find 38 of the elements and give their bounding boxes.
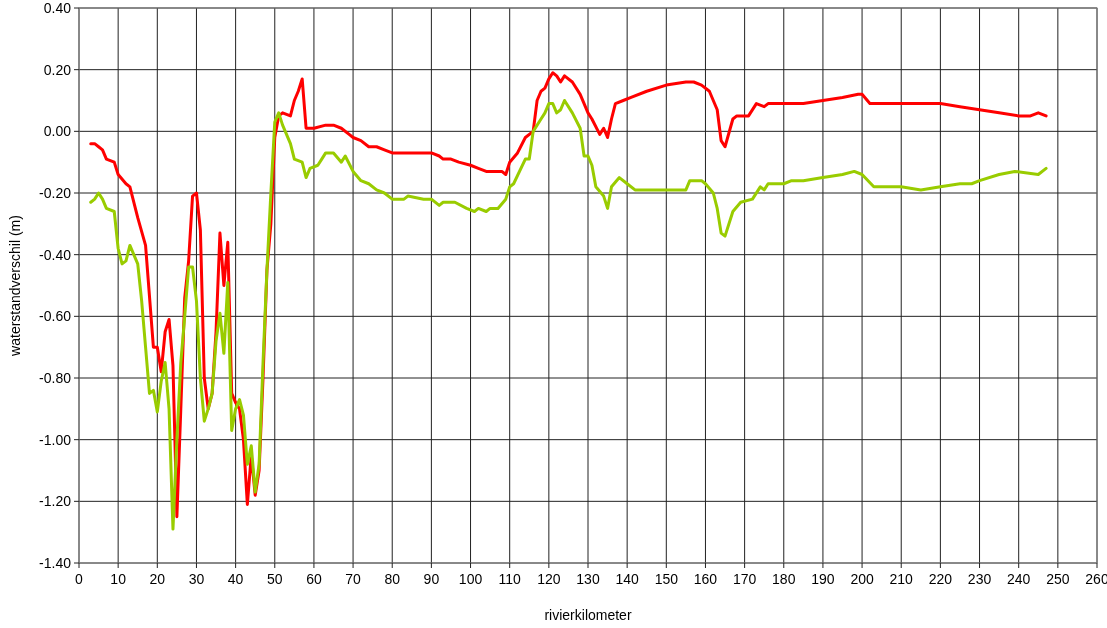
x-tick-label: 100	[458, 571, 483, 587]
y-tick-label: 0.40	[43, 0, 72, 16]
y-tick-label: 0.00	[43, 123, 72, 140]
x-tick-label: 250	[1046, 571, 1070, 587]
y-tick-label: -0.40	[39, 246, 72, 263]
x-tick-label: 170	[732, 571, 757, 587]
y-tick-label: -1.20	[39, 493, 72, 510]
x-tick-label: 20	[149, 571, 166, 587]
x-tick-label: 140	[615, 571, 640, 587]
x-tick-label: 180	[772, 571, 796, 587]
x-tick-label: 60	[306, 571, 322, 587]
x-tick-label: 160	[693, 571, 718, 587]
y-tick-label: -1.40	[39, 555, 72, 571]
x-tick-label: 50	[266, 571, 283, 587]
x-tick-label: 240	[1007, 571, 1031, 587]
x-tick-label: 0	[75, 571, 84, 587]
x-tick-label: 10	[110, 571, 127, 587]
y-axis-title: waterstandverschil (m)	[7, 215, 23, 357]
x-tick-label: 120	[537, 571, 561, 587]
x-tick-label: 200	[850, 571, 874, 587]
x-tick-label: 190	[811, 571, 835, 587]
x-tick-label: 210	[889, 571, 914, 587]
x-tick-label: 130	[576, 571, 600, 587]
y-tick-label: 0.20	[43, 61, 72, 78]
y-tick-label: -0.60	[39, 308, 72, 325]
y-tick-label: -1.00	[39, 431, 72, 448]
x-tick-label: 230	[967, 571, 992, 587]
y-tick-label: -0.20	[39, 185, 72, 201]
x-tick-label: 40	[227, 571, 244, 587]
x-tick-label: 90	[423, 571, 440, 587]
x-tick-label: 220	[928, 571, 953, 587]
x-tick-label: 110	[498, 571, 522, 587]
x-tick-label: 30	[188, 571, 205, 587]
x-tick-label: 80	[384, 571, 401, 587]
y-tick-label: -0.80	[39, 370, 72, 386]
x-tick-label: 70	[345, 571, 362, 587]
x-axis-title: rivierkilometer	[544, 607, 632, 623]
x-tick-label: 150	[654, 571, 679, 587]
